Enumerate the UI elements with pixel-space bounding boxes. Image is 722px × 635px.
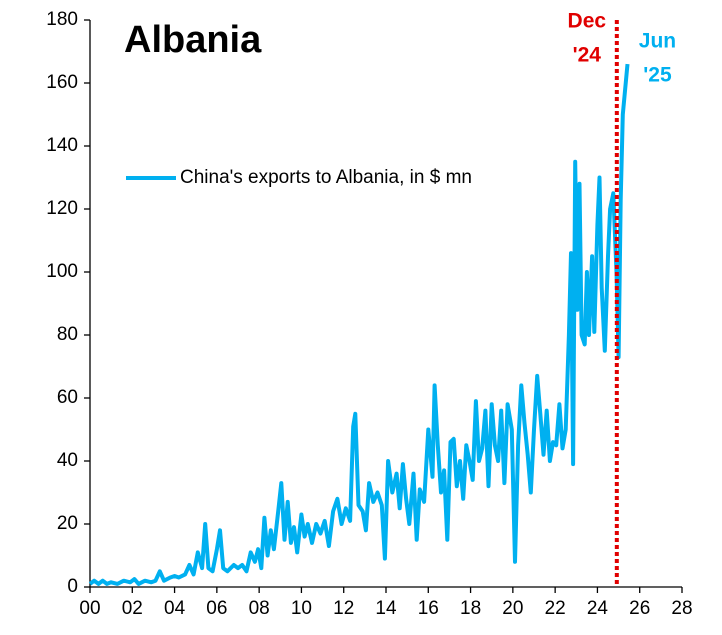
x-tick-label: 12 — [333, 598, 354, 619]
x-tick-label: 20 — [502, 598, 523, 619]
annotation: '24 — [573, 44, 602, 67]
x-tick-label: 04 — [164, 598, 186, 619]
x-tick-label: 02 — [122, 598, 143, 619]
x-tick-label: 00 — [79, 598, 100, 619]
chart-title: Albania — [124, 19, 262, 61]
annotation: Jun — [639, 30, 676, 53]
y-tick-label: 100 — [46, 261, 78, 282]
y-tick-label: 0 — [67, 576, 78, 597]
y-tick-label: 20 — [57, 513, 78, 534]
x-tick-label: 22 — [545, 598, 566, 619]
y-tick-label: 80 — [57, 324, 78, 345]
x-tick-label: 26 — [629, 598, 650, 619]
y-tick-label: 60 — [57, 387, 78, 408]
legend-label: China's exports to Albania, in $ mn — [180, 167, 472, 188]
y-tick-label: 40 — [57, 450, 78, 471]
y-tick-label: 160 — [46, 72, 78, 93]
x-tick-label: 10 — [291, 598, 312, 619]
data-line — [88, 63, 630, 586]
x-tick-label: 28 — [671, 598, 692, 619]
x-tick-label: 14 — [375, 598, 397, 619]
x-tick-label: 06 — [206, 598, 227, 619]
x-tick-label: 24 — [587, 598, 609, 619]
annotation: Dec — [568, 10, 607, 33]
y-tick-label: 180 — [46, 9, 78, 30]
annotation: '25 — [643, 64, 672, 87]
x-tick-label: 08 — [249, 598, 270, 619]
x-tick-label: 18 — [460, 598, 481, 619]
y-tick-label: 140 — [46, 135, 78, 156]
x-tick-label: 16 — [418, 598, 439, 619]
y-tick-label: 120 — [46, 198, 78, 219]
